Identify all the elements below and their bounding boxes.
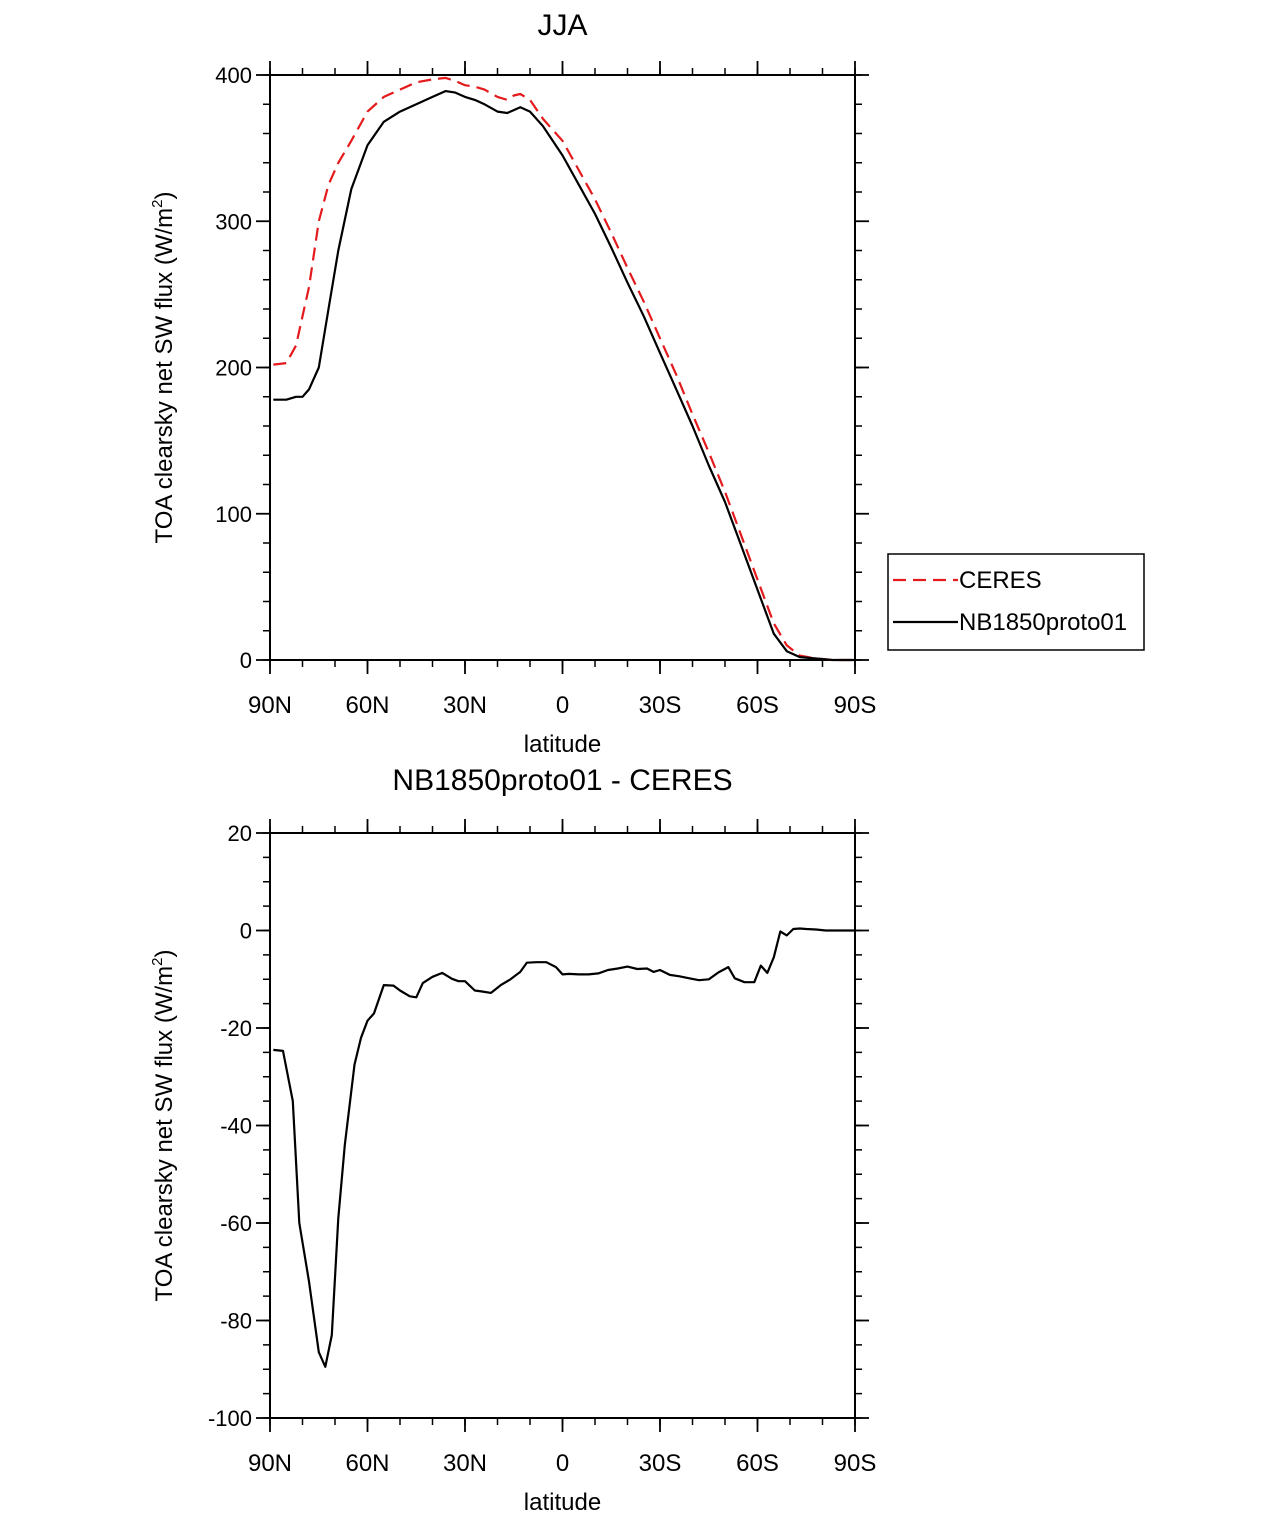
y-tick-label: -100 bbox=[208, 1406, 252, 1431]
x-tick-label: 30S bbox=[639, 692, 682, 719]
chart-title: JJA bbox=[537, 9, 587, 42]
y-tick-label: -80 bbox=[220, 1309, 252, 1334]
y-axis-label-superscript: 2 bbox=[149, 200, 166, 208]
chart-title: NB1850proto01 - CERES bbox=[392, 764, 732, 797]
plot-frame bbox=[269, 74, 856, 661]
y-tick-label: -20 bbox=[220, 1016, 252, 1041]
y-tick-label: 400 bbox=[215, 63, 252, 88]
plot-frame bbox=[269, 832, 856, 1419]
x-tick-label: 90N bbox=[248, 692, 292, 719]
y-tick-label: 0 bbox=[240, 919, 252, 944]
chart-difference: NB1850proto01 - CERES-100-80-60-40-20020… bbox=[149, 764, 876, 1516]
x-tick-label: 90S bbox=[834, 1450, 877, 1477]
legend: CERES NB1850proto01 bbox=[887, 553, 1145, 651]
y-axis-label-main: TOA clearsky net SW flux (W/m bbox=[151, 208, 178, 544]
y-tick-label: 100 bbox=[215, 502, 252, 527]
x-axis-label: latitude bbox=[524, 1489, 601, 1516]
y-tick-label: -40 bbox=[220, 1114, 252, 1139]
x-tick-label: 0 bbox=[556, 1450, 569, 1477]
legend-ceres-label: CERES bbox=[959, 567, 1042, 594]
x-tick-label: 30N bbox=[443, 692, 487, 719]
x-tick-label: 90N bbox=[248, 1450, 292, 1477]
x-tick-label: 60S bbox=[736, 692, 779, 719]
y-axis-label-main: TOA clearsky net SW flux (W/m bbox=[151, 966, 178, 1302]
x-tick-label: 30S bbox=[639, 1450, 682, 1477]
legend-model-label: NB1850proto01 bbox=[959, 609, 1127, 636]
y-axis-label-close: ) bbox=[151, 950, 178, 958]
y-axis-label: TOA clearsky net SW flux (W/m2) bbox=[149, 950, 178, 1302]
y-tick-label: 20 bbox=[228, 821, 252, 846]
x-tick-label: 60N bbox=[345, 1450, 389, 1477]
legend-box bbox=[887, 553, 1145, 651]
x-tick-label: 30N bbox=[443, 1450, 487, 1477]
y-axis-label: TOA clearsky net SW flux (W/m2) bbox=[149, 192, 178, 544]
y-axis-label-superscript: 2 bbox=[149, 958, 166, 966]
x-tick-label: 0 bbox=[556, 692, 569, 719]
x-tick-label: 60N bbox=[345, 692, 389, 719]
y-tick-label: 0 bbox=[240, 648, 252, 673]
series-line-nb1850proto01 bbox=[273, 89, 855, 662]
series-line-nb1850proto01-ceres bbox=[273, 927, 855, 1368]
x-tick-label: 60S bbox=[736, 1450, 779, 1477]
x-tick-label: 90S bbox=[834, 692, 877, 719]
y-tick-label: -60 bbox=[220, 1211, 252, 1236]
y-tick-label: 300 bbox=[215, 209, 252, 234]
chart-jja: JJA 0 100 200 300 400 90N 60N 30N 0 30S 60S 90S latit… bbox=[149, 9, 876, 758]
y-axis-label-close: ) bbox=[151, 192, 178, 200]
y-tick-label: 200 bbox=[215, 356, 252, 381]
series-line-ceres bbox=[273, 76, 855, 662]
x-axis-label: latitude bbox=[524, 731, 601, 758]
